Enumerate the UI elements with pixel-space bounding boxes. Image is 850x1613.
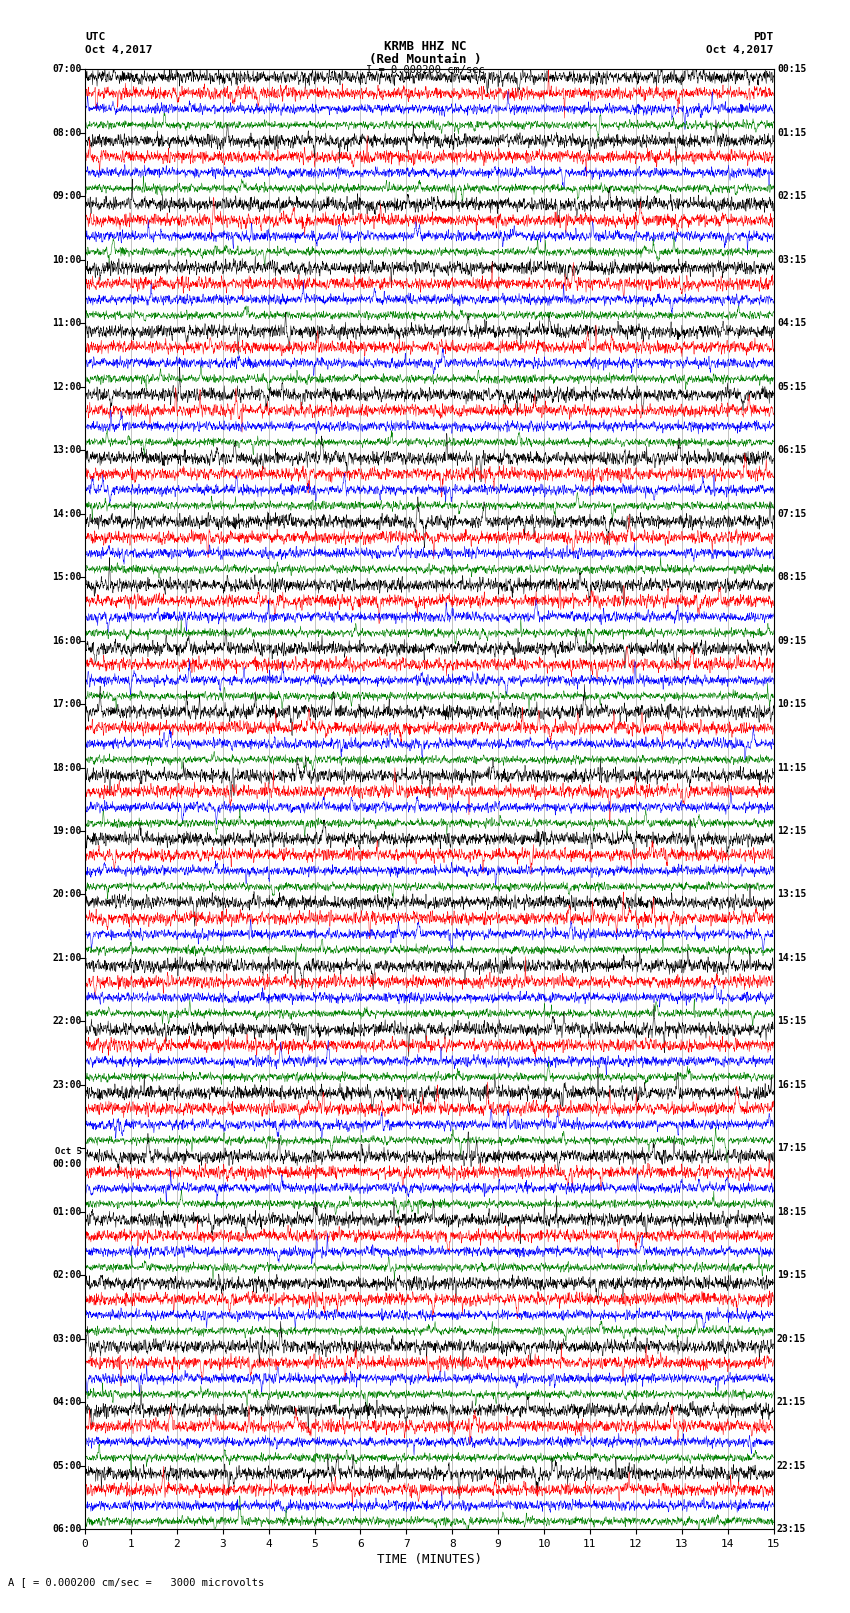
Text: 10:15: 10:15 — [777, 698, 807, 710]
Text: 01:15: 01:15 — [777, 127, 807, 137]
Text: UTC: UTC — [85, 32, 105, 42]
Text: 04:00: 04:00 — [52, 1397, 82, 1407]
Text: 21:00: 21:00 — [52, 953, 82, 963]
Text: 01:00: 01:00 — [52, 1207, 82, 1216]
Text: 06:15: 06:15 — [777, 445, 807, 455]
Text: 21:15: 21:15 — [777, 1397, 807, 1407]
Text: 03:15: 03:15 — [777, 255, 807, 265]
Text: 20:00: 20:00 — [52, 889, 82, 900]
Text: 13:15: 13:15 — [777, 889, 807, 900]
Text: 05:00: 05:00 — [52, 1461, 82, 1471]
Text: 20:15: 20:15 — [777, 1334, 807, 1344]
Text: 07:15: 07:15 — [777, 508, 807, 519]
Text: 05:15: 05:15 — [777, 382, 807, 392]
Text: 03:00: 03:00 — [52, 1334, 82, 1344]
Text: 15:00: 15:00 — [52, 573, 82, 582]
Text: 06:00: 06:00 — [52, 1524, 82, 1534]
Text: I = 0.000200 cm/sec: I = 0.000200 cm/sec — [366, 65, 484, 74]
Text: 10:00: 10:00 — [52, 255, 82, 265]
Text: 08:00: 08:00 — [52, 127, 82, 137]
Text: 23:15: 23:15 — [777, 1524, 807, 1534]
Text: Oct 5: Oct 5 — [54, 1147, 82, 1157]
Text: 18:00: 18:00 — [52, 763, 82, 773]
Text: 08:15: 08:15 — [777, 573, 807, 582]
Text: 19:15: 19:15 — [777, 1271, 807, 1281]
Text: 17:15: 17:15 — [777, 1144, 807, 1153]
Text: 02:00: 02:00 — [52, 1271, 82, 1281]
Text: 16:15: 16:15 — [777, 1079, 807, 1090]
Text: 16:00: 16:00 — [52, 636, 82, 645]
Text: 15:15: 15:15 — [777, 1016, 807, 1026]
Text: 22:15: 22:15 — [777, 1461, 807, 1471]
Text: 07:00: 07:00 — [52, 65, 82, 74]
Text: A [ = 0.000200 cm/sec =   3000 microvolts: A [ = 0.000200 cm/sec = 3000 microvolts — [8, 1578, 264, 1587]
Text: 14:00: 14:00 — [52, 508, 82, 519]
X-axis label: TIME (MINUTES): TIME (MINUTES) — [377, 1553, 482, 1566]
Text: PDT: PDT — [753, 32, 774, 42]
Text: 19:00: 19:00 — [52, 826, 82, 836]
Text: Oct 4,2017: Oct 4,2017 — [706, 45, 774, 55]
Text: 02:15: 02:15 — [777, 192, 807, 202]
Text: KRMB HHZ NC: KRMB HHZ NC — [383, 40, 467, 53]
Text: 04:15: 04:15 — [777, 318, 807, 327]
Text: 00:15: 00:15 — [777, 65, 807, 74]
Text: 09:15: 09:15 — [777, 636, 807, 645]
Text: 13:00: 13:00 — [52, 445, 82, 455]
Text: 17:00: 17:00 — [52, 698, 82, 710]
Text: 00:00: 00:00 — [52, 1160, 82, 1169]
Text: 18:15: 18:15 — [777, 1207, 807, 1216]
Text: 11:15: 11:15 — [777, 763, 807, 773]
Text: 12:00: 12:00 — [52, 382, 82, 392]
Text: (Red Mountain ): (Red Mountain ) — [369, 53, 481, 66]
Text: 09:00: 09:00 — [52, 192, 82, 202]
Text: Oct 4,2017: Oct 4,2017 — [85, 45, 152, 55]
Text: 11:00: 11:00 — [52, 318, 82, 327]
Text: 12:15: 12:15 — [777, 826, 807, 836]
Text: 22:00: 22:00 — [52, 1016, 82, 1026]
Text: 23:00: 23:00 — [52, 1079, 82, 1090]
Text: 14:15: 14:15 — [777, 953, 807, 963]
